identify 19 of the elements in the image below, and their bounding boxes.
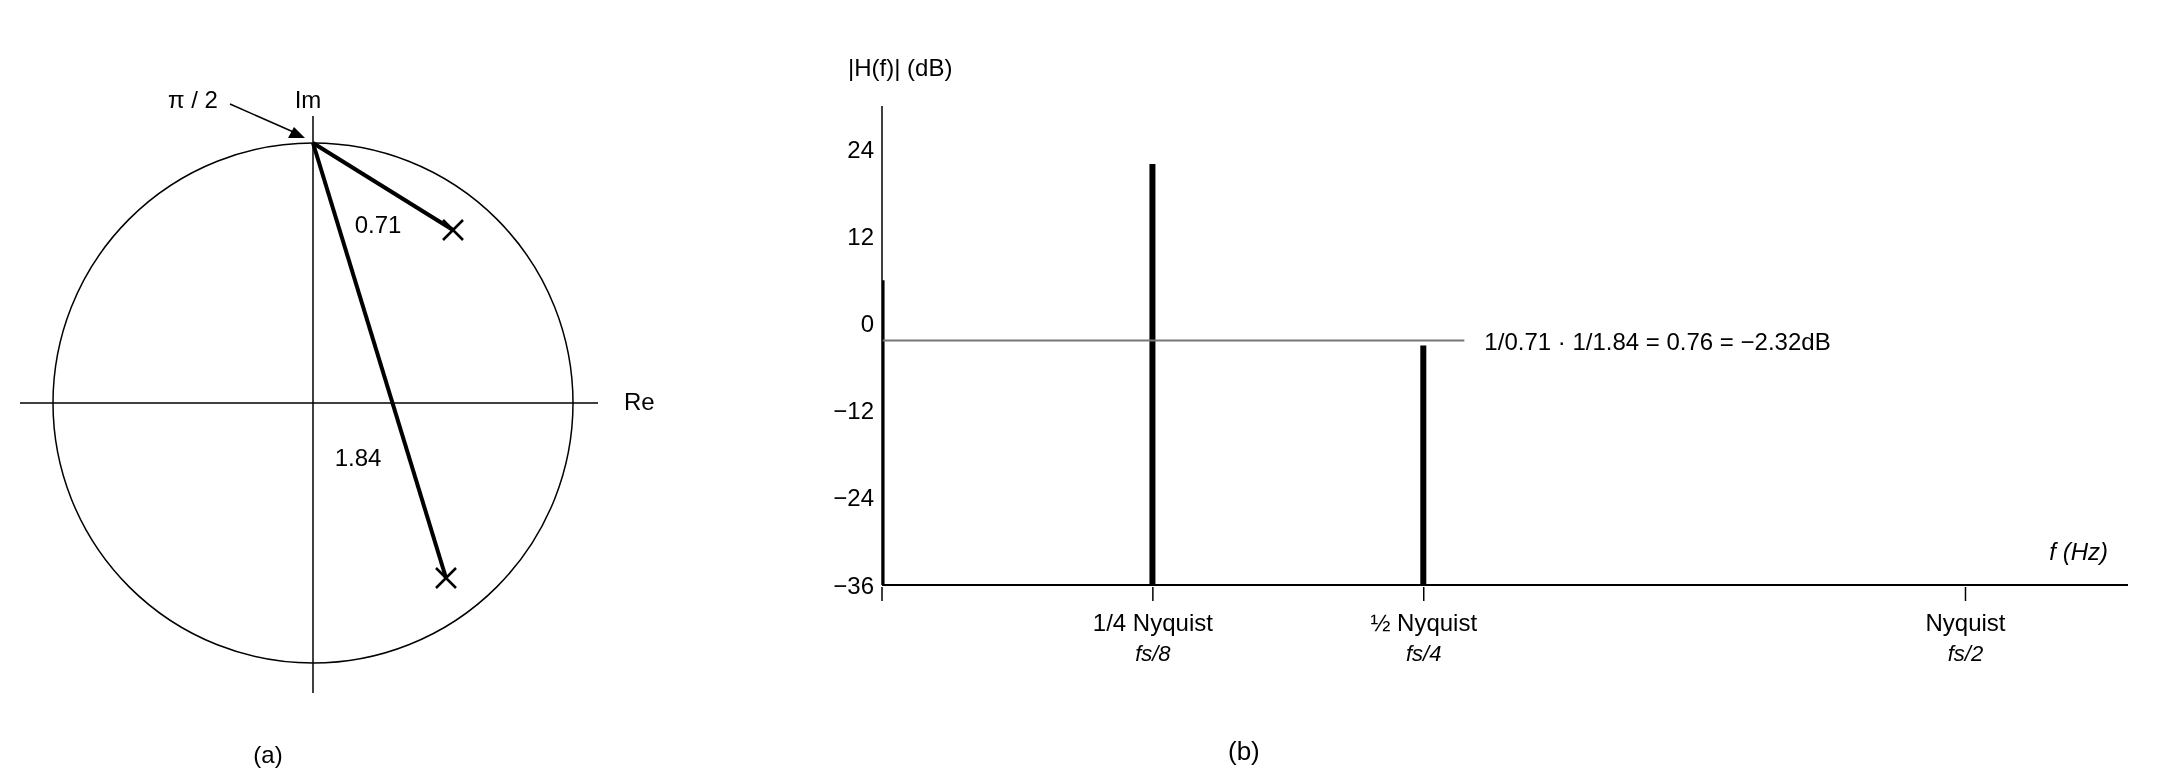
y-tick-label: −36 bbox=[833, 571, 874, 599]
text: (b) bbox=[1228, 736, 1260, 767]
text: (a) bbox=[253, 741, 283, 768]
text: 0.71 bbox=[354, 211, 402, 238]
x-tick-label: ½ Nyquist fs/4 bbox=[1370, 609, 1478, 666]
y-tick-label: −24 bbox=[833, 484, 874, 512]
x-tick-label: Nyquist fs/2 bbox=[1925, 609, 2006, 666]
ref-line-label: 1/0.71 · 1/1.84 = 0.76 = −2.32dB bbox=[1484, 327, 1831, 355]
x-tick-label: 1/4 Nyquist fs/8 bbox=[1092, 609, 1214, 666]
x-axis-title: f (Hz) bbox=[2049, 538, 2108, 566]
text: π / 2 bbox=[168, 86, 218, 113]
text: 1.84 bbox=[334, 444, 382, 471]
y-axis-title: |H(f)| (dB) bbox=[848, 54, 953, 82]
text: Im bbox=[294, 86, 322, 113]
y-tick-label: 0 bbox=[860, 310, 874, 338]
y-tick-label: 12 bbox=[847, 223, 874, 251]
text: Re bbox=[624, 388, 655, 415]
y-tick-label: 24 bbox=[847, 136, 874, 164]
y-tick-label: −12 bbox=[833, 397, 874, 425]
